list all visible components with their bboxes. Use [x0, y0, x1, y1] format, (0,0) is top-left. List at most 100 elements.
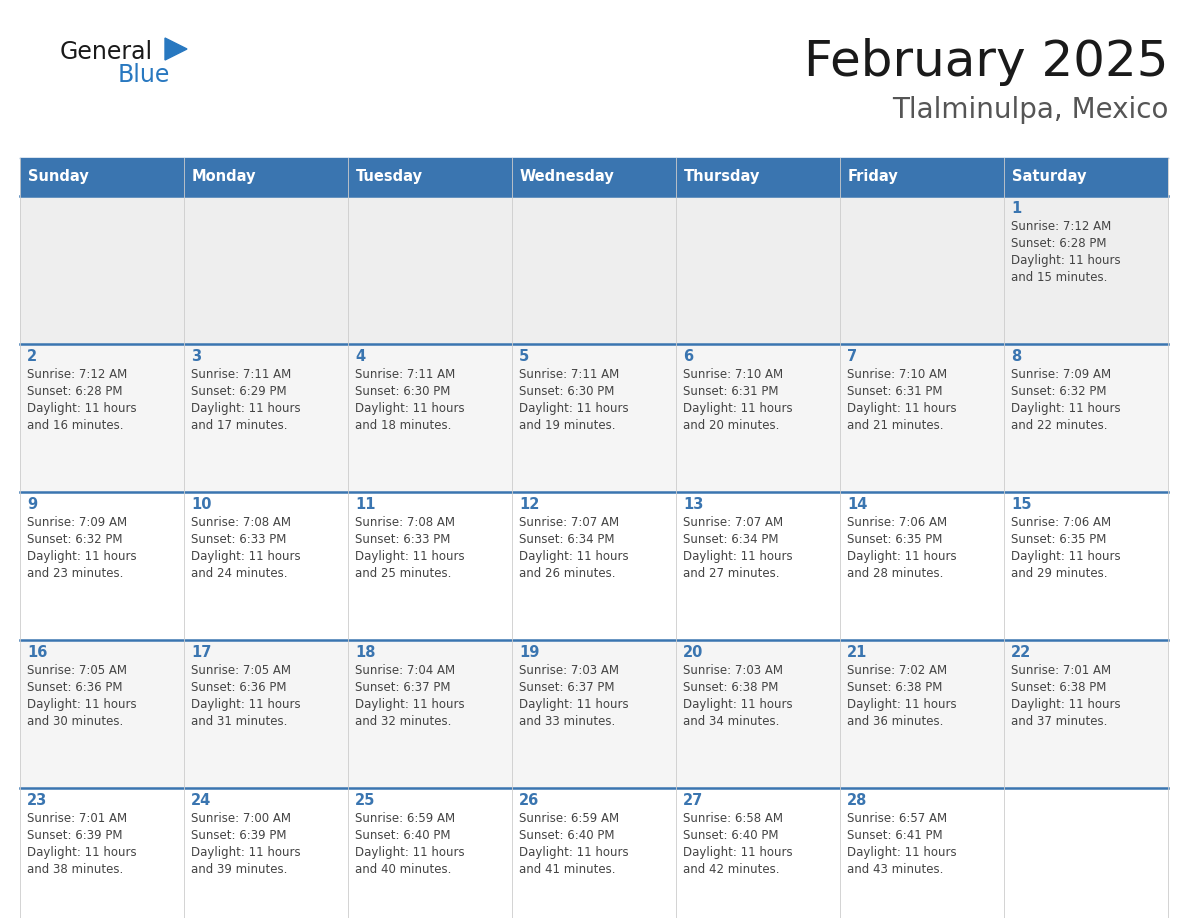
Text: and 16 minutes.: and 16 minutes. [27, 419, 124, 432]
Text: 21: 21 [847, 645, 867, 660]
Text: Sunset: 6:35 PM: Sunset: 6:35 PM [1011, 533, 1106, 546]
Bar [184, 492, 348, 640]
Text: General: General [61, 40, 153, 64]
Text: 10: 10 [191, 497, 211, 512]
Bar [840, 492, 1004, 640]
Text: and 17 minutes.: and 17 minutes. [191, 419, 287, 432]
Text: 16: 16 [27, 645, 48, 660]
Text: 25: 25 [355, 793, 375, 808]
Text: 7: 7 [847, 349, 857, 364]
Text: Daylight: 11 hours: Daylight: 11 hours [519, 402, 628, 415]
Text: Sunrise: 7:05 AM: Sunrise: 7:05 AM [191, 664, 291, 677]
Text: 23: 23 [27, 793, 48, 808]
Text: Daylight: 11 hours: Daylight: 11 hours [27, 846, 137, 859]
Text: 4: 4 [355, 349, 365, 364]
Text: Sunset: 6:31 PM: Sunset: 6:31 PM [847, 385, 942, 398]
Bar [840, 344, 1004, 492]
Text: Sunrise: 6:59 AM: Sunrise: 6:59 AM [355, 812, 455, 825]
Text: Sunset: 6:31 PM: Sunset: 6:31 PM [683, 385, 778, 398]
Text: Sunset: 6:38 PM: Sunset: 6:38 PM [683, 681, 778, 694]
Bar [676, 492, 840, 640]
Bar [1004, 492, 1168, 640]
Text: Sunset: 6:39 PM: Sunset: 6:39 PM [27, 829, 122, 842]
Text: Daylight: 11 hours: Daylight: 11 hours [683, 550, 792, 563]
Text: and 20 minutes.: and 20 minutes. [683, 419, 779, 432]
Text: Sunset: 6:30 PM: Sunset: 6:30 PM [519, 385, 614, 398]
Text: and 23 minutes.: and 23 minutes. [27, 567, 124, 580]
Bar [676, 788, 840, 918]
Text: and 31 minutes.: and 31 minutes. [191, 715, 287, 728]
Text: Sunset: 6:40 PM: Sunset: 6:40 PM [355, 829, 450, 842]
Text: 8: 8 [1011, 349, 1022, 364]
Text: Sunrise: 7:06 AM: Sunrise: 7:06 AM [847, 516, 947, 529]
Text: 14: 14 [847, 497, 867, 512]
Text: Sunset: 6:41 PM: Sunset: 6:41 PM [847, 829, 942, 842]
Bar [512, 788, 676, 918]
Bar [840, 158, 1004, 196]
Text: 27: 27 [683, 793, 703, 808]
Text: Sunset: 6:36 PM: Sunset: 6:36 PM [191, 681, 286, 694]
Bar [676, 344, 840, 492]
Text: and 34 minutes.: and 34 minutes. [683, 715, 779, 728]
Text: 26: 26 [519, 793, 539, 808]
Text: Sunday: Sunday [29, 170, 89, 185]
Bar [676, 158, 840, 196]
Text: 22: 22 [1011, 645, 1031, 660]
Text: 6: 6 [683, 349, 693, 364]
Text: Sunset: 6:33 PM: Sunset: 6:33 PM [355, 533, 450, 546]
Bar [20, 492, 184, 640]
Bar [184, 788, 348, 918]
Text: Daylight: 11 hours: Daylight: 11 hours [1011, 698, 1120, 711]
Bar [512, 196, 676, 344]
Text: Sunrise: 7:07 AM: Sunrise: 7:07 AM [519, 516, 619, 529]
Text: Sunset: 6:38 PM: Sunset: 6:38 PM [847, 681, 942, 694]
Bar [840, 196, 1004, 344]
Text: and 27 minutes.: and 27 minutes. [683, 567, 779, 580]
Text: Sunset: 6:28 PM: Sunset: 6:28 PM [1011, 237, 1106, 250]
Text: Daylight: 11 hours: Daylight: 11 hours [683, 846, 792, 859]
Text: Tlalminulpa, Mexico: Tlalminulpa, Mexico [892, 96, 1168, 124]
Polygon shape [165, 38, 187, 60]
Bar [676, 196, 840, 344]
Bar [840, 788, 1004, 918]
Text: Sunset: 6:40 PM: Sunset: 6:40 PM [683, 829, 778, 842]
Bar [184, 344, 348, 492]
Text: Daylight: 11 hours: Daylight: 11 hours [191, 402, 301, 415]
Text: 5: 5 [519, 349, 529, 364]
Text: Daylight: 11 hours: Daylight: 11 hours [1011, 254, 1120, 267]
Text: Sunrise: 7:12 AM: Sunrise: 7:12 AM [1011, 220, 1111, 233]
Text: 1: 1 [1011, 201, 1022, 216]
Bar [1004, 640, 1168, 788]
Text: Sunrise: 7:12 AM: Sunrise: 7:12 AM [27, 368, 127, 381]
Text: 13: 13 [683, 497, 703, 512]
Text: and 38 minutes.: and 38 minutes. [27, 863, 124, 876]
Text: Daylight: 11 hours: Daylight: 11 hours [355, 846, 465, 859]
Text: Tuesday: Tuesday [356, 170, 423, 185]
Text: Sunset: 6:34 PM: Sunset: 6:34 PM [683, 533, 778, 546]
Text: Daylight: 11 hours: Daylight: 11 hours [1011, 550, 1120, 563]
Text: and 28 minutes.: and 28 minutes. [847, 567, 943, 580]
Text: Daylight: 11 hours: Daylight: 11 hours [355, 402, 465, 415]
Text: Sunrise: 7:05 AM: Sunrise: 7:05 AM [27, 664, 127, 677]
Text: Sunrise: 7:04 AM: Sunrise: 7:04 AM [355, 664, 455, 677]
Text: Daylight: 11 hours: Daylight: 11 hours [27, 698, 137, 711]
Text: Daylight: 11 hours: Daylight: 11 hours [519, 698, 628, 711]
Text: Daylight: 11 hours: Daylight: 11 hours [519, 550, 628, 563]
Bar [348, 344, 512, 492]
Text: February 2025: February 2025 [803, 38, 1168, 86]
Bar [348, 492, 512, 640]
Bar [1004, 158, 1168, 196]
Text: and 40 minutes.: and 40 minutes. [355, 863, 451, 876]
Text: and 30 minutes.: and 30 minutes. [27, 715, 124, 728]
Text: Sunset: 6:39 PM: Sunset: 6:39 PM [191, 829, 286, 842]
Text: and 33 minutes.: and 33 minutes. [519, 715, 615, 728]
Text: Sunrise: 7:11 AM: Sunrise: 7:11 AM [191, 368, 291, 381]
Text: Sunset: 6:37 PM: Sunset: 6:37 PM [519, 681, 614, 694]
Text: Daylight: 11 hours: Daylight: 11 hours [847, 402, 956, 415]
Text: Daylight: 11 hours: Daylight: 11 hours [847, 698, 956, 711]
Bar [512, 492, 676, 640]
Text: and 21 minutes.: and 21 minutes. [847, 419, 943, 432]
Text: 2: 2 [27, 349, 37, 364]
Text: Daylight: 11 hours: Daylight: 11 hours [683, 402, 792, 415]
Bar [512, 344, 676, 492]
